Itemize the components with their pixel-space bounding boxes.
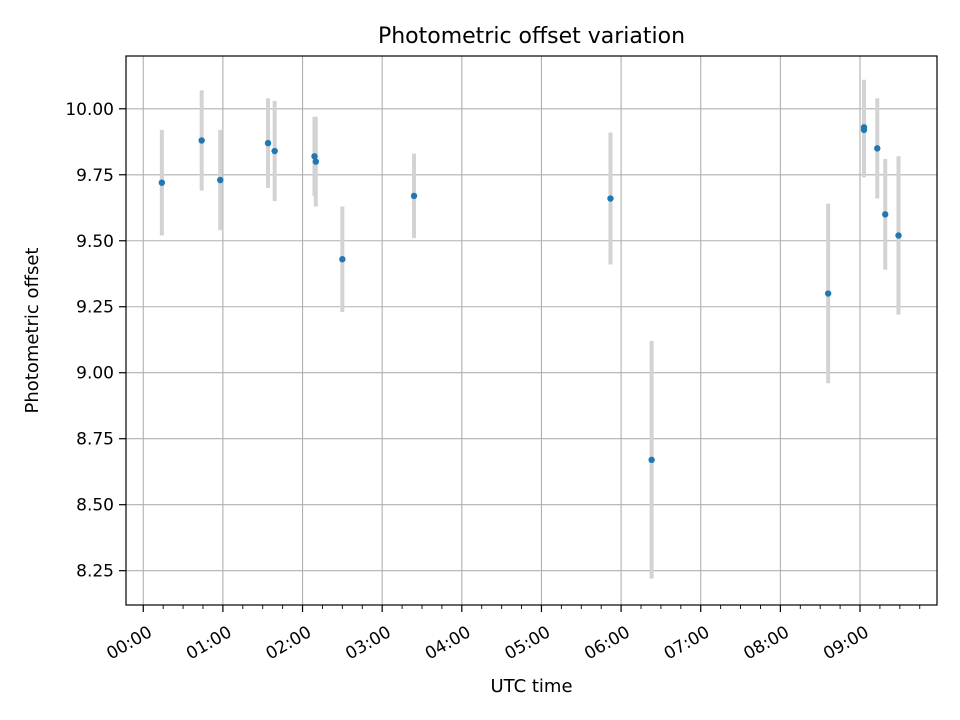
data-point	[339, 256, 346, 263]
data-point	[860, 124, 868, 131]
data-points	[158, 124, 902, 464]
data-point	[198, 137, 205, 144]
data-point	[264, 139, 272, 147]
x-axis-label: UTC time	[490, 676, 572, 697]
y-axis-ticks: 8.25 8.50 8.75 9.00 9.25 9.50 9.75 10.00	[65, 100, 126, 582]
plot-area	[126, 56, 937, 605]
y-tick-label: 8.50	[76, 496, 114, 516]
data-point	[271, 147, 278, 155]
data-point	[895, 232, 902, 239]
chart-title: Photometric offset variation	[378, 24, 685, 49]
data-point	[217, 176, 224, 184]
data-point	[158, 179, 166, 186]
y-tick-label: 9.50	[76, 232, 114, 252]
grid	[126, 56, 937, 605]
y-tick-label: 10.00	[65, 100, 114, 120]
data-point	[882, 211, 889, 218]
y-tick-label: 8.25	[76, 562, 114, 582]
y-tick-label: 9.00	[76, 364, 114, 384]
data-point	[648, 456, 655, 464]
data-point	[607, 195, 614, 202]
y-tick-label: 8.75	[76, 430, 114, 450]
y-tick-label: 9.75	[76, 166, 114, 186]
y-tick-label: 9.25	[76, 298, 114, 318]
data-point	[312, 158, 320, 165]
plot-frame	[125, 55, 938, 606]
data-point	[311, 153, 318, 160]
y-axis-label: Photometric offset	[22, 248, 43, 414]
data-point	[824, 290, 832, 297]
data-point	[410, 192, 418, 200]
data-point	[874, 145, 881, 152]
